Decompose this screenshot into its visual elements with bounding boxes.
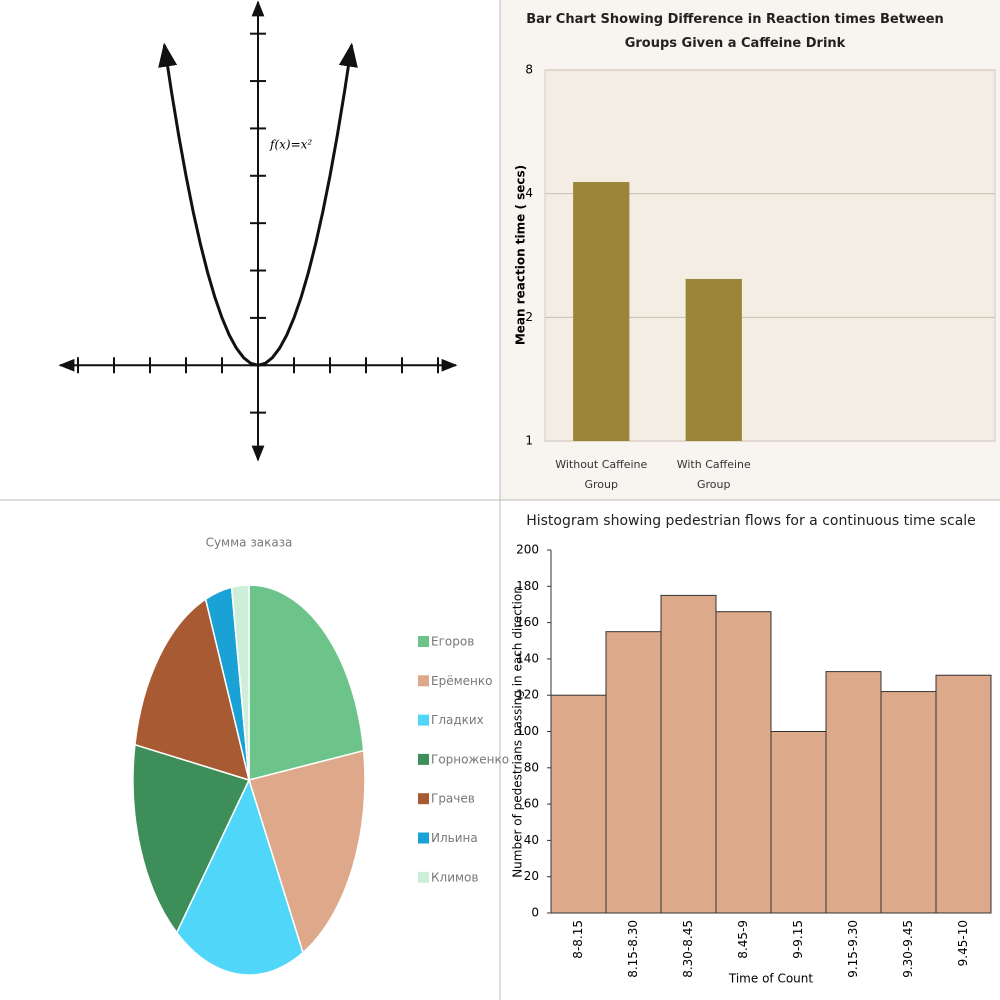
annotation: f(x)=x² bbox=[269, 138, 312, 152]
y-tick-label: 200 bbox=[516, 543, 539, 557]
legend-label: Гладких bbox=[431, 713, 484, 727]
x-tick-label: 9-9.15 bbox=[791, 920, 805, 959]
pie-slice bbox=[248, 584, 365, 781]
x-axis-label: Time of Count bbox=[728, 972, 813, 986]
x-tick-label: 8.15-8.30 bbox=[626, 920, 640, 978]
y-tick-label: 1 bbox=[525, 434, 533, 448]
bar bbox=[770, 731, 827, 914]
bar bbox=[685, 278, 742, 441]
pie-slice bbox=[248, 749, 366, 954]
y-axis-label: Mean reaction time ( secs) bbox=[514, 165, 528, 345]
bar bbox=[880, 691, 937, 914]
x-tick-label: 9.15-9.30 bbox=[846, 920, 860, 978]
bar bbox=[660, 594, 717, 914]
legend-swatch bbox=[418, 832, 429, 844]
legend-label: Климов bbox=[431, 870, 478, 884]
x-tick-label: Without Caffeine Group bbox=[555, 458, 648, 491]
legend-swatch bbox=[418, 753, 429, 765]
legend-label: Егоров bbox=[431, 635, 474, 649]
legend-label: Горноженко bbox=[431, 752, 509, 766]
y-tick-label: 140 bbox=[516, 651, 539, 665]
y-tick-label: 60 bbox=[524, 797, 539, 811]
y-tick-label: 20 bbox=[524, 869, 539, 883]
pie-slice bbox=[175, 777, 304, 976]
x-tick-label: 8.45-9 bbox=[736, 920, 750, 959]
legend-swatch bbox=[418, 636, 429, 647]
x-tick-label: 8.30-8.45 bbox=[681, 920, 695, 978]
y-tick-label: 8 bbox=[525, 63, 533, 77]
y-axis-label: Number of pedestrians passing in each di… bbox=[511, 586, 525, 878]
pie-slice bbox=[134, 597, 251, 782]
chart-title: Bar Chart Showing Difference in Reaction… bbox=[526, 12, 944, 51]
chart-title: Histogram showing pedestrian flows for a… bbox=[526, 513, 976, 529]
y-tick-label: 4 bbox=[525, 186, 533, 200]
legend-label: Ерёменко bbox=[431, 674, 492, 688]
y-tick-label: 100 bbox=[516, 724, 539, 738]
y-tick-label: 160 bbox=[516, 615, 539, 629]
x-tick-label: 8-8.15 bbox=[571, 920, 585, 959]
legend-swatch bbox=[418, 793, 429, 805]
bar bbox=[825, 671, 882, 914]
legend-label: Ильина bbox=[431, 831, 478, 845]
chart-title: Сумма заказа bbox=[206, 536, 293, 550]
bar bbox=[715, 611, 772, 914]
x-tick-label: 9.30-9.45 bbox=[901, 920, 915, 978]
pie-slice bbox=[132, 743, 251, 935]
legend-swatch bbox=[418, 675, 429, 687]
y-tick-label: 40 bbox=[524, 833, 539, 847]
y-tick-label: 0 bbox=[531, 906, 539, 920]
legend-swatch bbox=[418, 714, 429, 726]
y-tick-label: 80 bbox=[524, 760, 539, 774]
y-tick-label: 180 bbox=[516, 579, 539, 593]
y-tick-label: 120 bbox=[516, 688, 539, 702]
pie-slice bbox=[230, 584, 250, 781]
legend-label: Грачев bbox=[431, 792, 475, 806]
curve bbox=[158, 42, 358, 367]
bar bbox=[605, 631, 662, 914]
x-tick-label: With Caffeine Group bbox=[676, 458, 751, 491]
bar bbox=[573, 182, 630, 441]
x-tick-label: 9.45-10 bbox=[956, 920, 970, 966]
y-tick-label: 2 bbox=[525, 310, 533, 324]
bar bbox=[550, 694, 607, 914]
legend-swatch bbox=[418, 871, 429, 883]
bar bbox=[935, 674, 992, 914]
